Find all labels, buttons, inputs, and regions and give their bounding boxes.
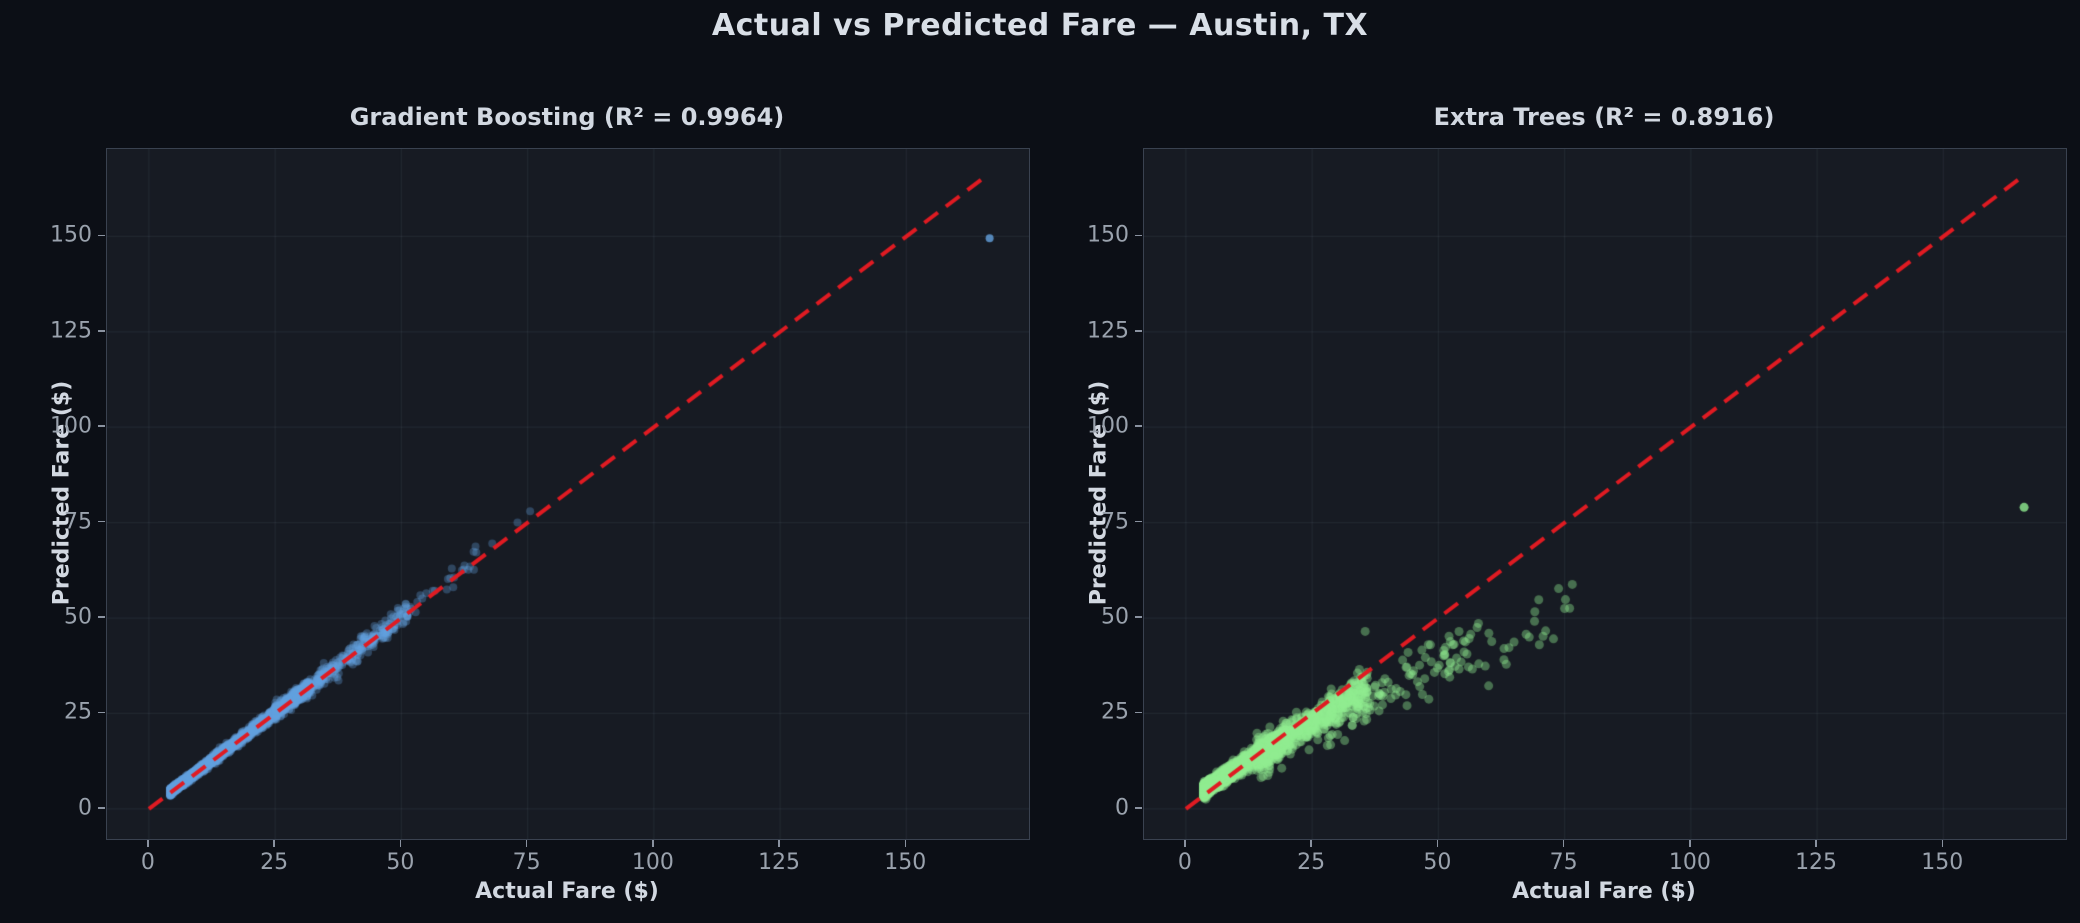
x-tick-label: 125 (758, 850, 801, 875)
x-tick-mark (1689, 839, 1691, 847)
y-tick-mark (97, 807, 105, 809)
y-tick-label: 75 (64, 509, 92, 535)
y-tick-mark (97, 234, 105, 237)
x-tick-mark (525, 839, 528, 847)
x-tick-mark (273, 839, 275, 847)
x-tick-label: 75 (1549, 850, 1578, 875)
y-tick-label: 0 (1115, 795, 1129, 821)
x-tick-mark (1310, 839, 1312, 847)
y-tick-label: 100 (50, 413, 92, 439)
x-tick-mark (1941, 839, 1944, 847)
x-tick-label: 75 (512, 850, 541, 875)
x-tick-label: 100 (631, 850, 674, 875)
y-tick-mark (1134, 330, 1142, 332)
y-tick-mark (97, 425, 105, 427)
y-tick-label: 150 (1087, 222, 1129, 248)
y-tick-label: 125 (1087, 318, 1129, 344)
x-axis-label-1: Actual Fare ($) (1512, 879, 1696, 904)
x-tick-mark (1815, 839, 1817, 847)
x-tick-label: 50 (1423, 850, 1452, 875)
y-tick-label: 100 (1087, 413, 1129, 439)
x-tick-label: 50 (386, 850, 415, 875)
y-tick-mark (97, 330, 105, 332)
y-tick-mark (1134, 234, 1142, 237)
x-tick-mark (1436, 839, 1439, 847)
y-tick-mark (1134, 520, 1142, 523)
x-tick-mark (1562, 839, 1565, 847)
x-axis-label-0: Actual Fare ($) (475, 879, 659, 904)
y-tick-label: 50 (64, 604, 92, 630)
scatter-canvas-extra-trees (1144, 149, 2066, 839)
x-tick-label: 0 (1177, 850, 1192, 875)
y-tick-label: 25 (1101, 699, 1129, 725)
figure-title: Actual vs Predicted Fare — Austin, TX (711, 8, 1369, 43)
subplot-title-gradient-boosting: Gradient Boosting (R² = 0.9964) (349, 103, 785, 131)
y-tick-label: 75 (1101, 509, 1129, 535)
x-tick-mark (147, 839, 149, 847)
x-tick-label: 150 (884, 850, 927, 875)
y-tick-label: 125 (50, 318, 92, 344)
y-tick-label: 0 (78, 795, 92, 821)
y-tick-mark (97, 616, 105, 618)
scatter-canvas-gradient-boosting (107, 149, 1029, 839)
axes-0 (106, 148, 1030, 840)
y-tick-mark (97, 711, 105, 714)
x-tick-label: 25 (260, 850, 289, 875)
axes-1 (1143, 148, 2067, 840)
y-tick-mark (1134, 425, 1142, 427)
y-tick-label: 25 (64, 699, 92, 725)
x-tick-label: 100 (1668, 850, 1711, 875)
y-tick-mark (1134, 711, 1142, 714)
x-tick-label: 0 (140, 850, 155, 875)
x-tick-mark (904, 839, 907, 847)
y-tick-mark (1134, 616, 1142, 618)
x-tick-label: 25 (1297, 850, 1326, 875)
x-tick-label: 150 (1921, 850, 1964, 875)
x-tick-mark (778, 839, 780, 847)
y-tick-label: 150 (50, 222, 92, 248)
x-tick-mark (399, 839, 402, 847)
x-tick-label: 125 (1795, 850, 1838, 875)
x-tick-mark (1184, 839, 1186, 847)
y-tick-mark (97, 520, 105, 523)
y-tick-mark (1134, 807, 1142, 809)
subplot-title-extra-trees: Extra Trees (R² = 0.8916) (1433, 103, 1775, 131)
x-tick-mark (652, 839, 654, 847)
y-tick-label: 50 (1101, 604, 1129, 630)
